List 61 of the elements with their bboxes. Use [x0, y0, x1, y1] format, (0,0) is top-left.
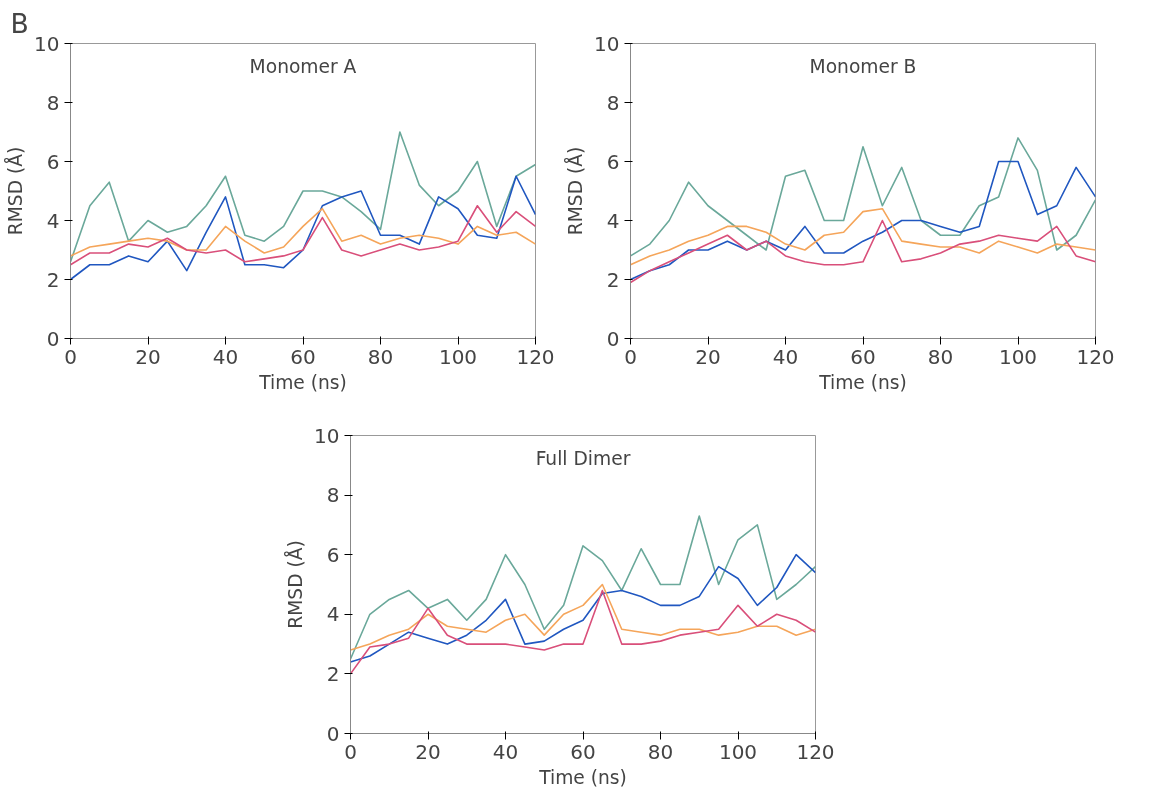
- line-series: [630, 160, 1096, 281]
- line-series: [350, 515, 816, 660]
- text: B: [10, 7, 29, 39]
- x-tick-label: 60: [570, 739, 596, 764]
- y-tick-label: 10: [34, 31, 60, 56]
- x-tick-label: 0: [344, 739, 357, 764]
- x-tick-label: 80: [367, 344, 394, 369]
- line-series: [630, 137, 1096, 257]
- y-tick-label: 10: [594, 31, 620, 56]
- y-tick-label: 2: [326, 661, 340, 686]
- x-tick-label: 100: [998, 344, 1038, 369]
- x-tick-label: 0: [624, 344, 637, 369]
- text: Full Dimer: [535, 447, 631, 469]
- y-tick-label: 6: [606, 149, 620, 174]
- x-tick-label: 40: [212, 344, 239, 369]
- y-tick-label: 0: [606, 326, 620, 351]
- x-tick-label: 20: [135, 344, 161, 369]
- line-series: [70, 131, 536, 263]
- y-tick-label: 4: [326, 602, 340, 627]
- y-tick-label: 8: [606, 90, 620, 115]
- y-tick-label: 8: [326, 483, 340, 508]
- line-series: [350, 553, 816, 663]
- x-tick-label: 100: [718, 739, 758, 764]
- y-tick-label: 10: [314, 423, 340, 448]
- x-tick-label: 100: [438, 344, 478, 369]
- line-series: [350, 589, 816, 675]
- x-tick-label: 80: [647, 739, 674, 764]
- text: Monomer A: [249, 55, 357, 77]
- y-axis-title: RMSD (Å): [4, 146, 27, 236]
- y-tick-label: 0: [326, 721, 340, 746]
- line-series: [70, 175, 536, 281]
- x-tick-label: 60: [850, 344, 876, 369]
- y-tick-label: 6: [326, 542, 340, 567]
- x-tick-label: 20: [695, 344, 721, 369]
- x-tick-label: 120: [796, 739, 835, 764]
- x-tick-label: 120: [516, 344, 555, 369]
- y-tick-label: 4: [46, 208, 60, 233]
- line-series: [630, 207, 1096, 266]
- line-series: [350, 583, 816, 651]
- line-series: [70, 207, 536, 257]
- x-tick-label: 40: [492, 739, 519, 764]
- y-tick-label: 8: [46, 90, 60, 115]
- x-axis-title: Time (ns): [538, 766, 627, 788]
- x-tick-label: 80: [927, 344, 954, 369]
- y-axis-title: RMSD (Å): [564, 146, 587, 236]
- x-tick-label: 60: [290, 344, 316, 369]
- x-axis-title: Time (ns): [818, 371, 907, 393]
- y-tick-label: 2: [46, 267, 60, 292]
- x-tick-label: 120: [1076, 344, 1115, 369]
- y-tick-label: 0: [46, 326, 60, 351]
- line-series: [70, 204, 536, 266]
- x-tick-label: 40: [772, 344, 799, 369]
- line-series: [630, 219, 1096, 284]
- text: Monomer B: [809, 55, 917, 77]
- y-tick-label: 6: [46, 149, 60, 174]
- y-tick-label: 2: [606, 267, 620, 292]
- y-tick-label: 4: [606, 208, 620, 233]
- x-axis-title: Time (ns): [258, 371, 347, 393]
- x-tick-label: 20: [415, 739, 441, 764]
- x-tick-label: 0: [64, 344, 77, 369]
- y-axis-title: RMSD (Å): [284, 540, 307, 629]
